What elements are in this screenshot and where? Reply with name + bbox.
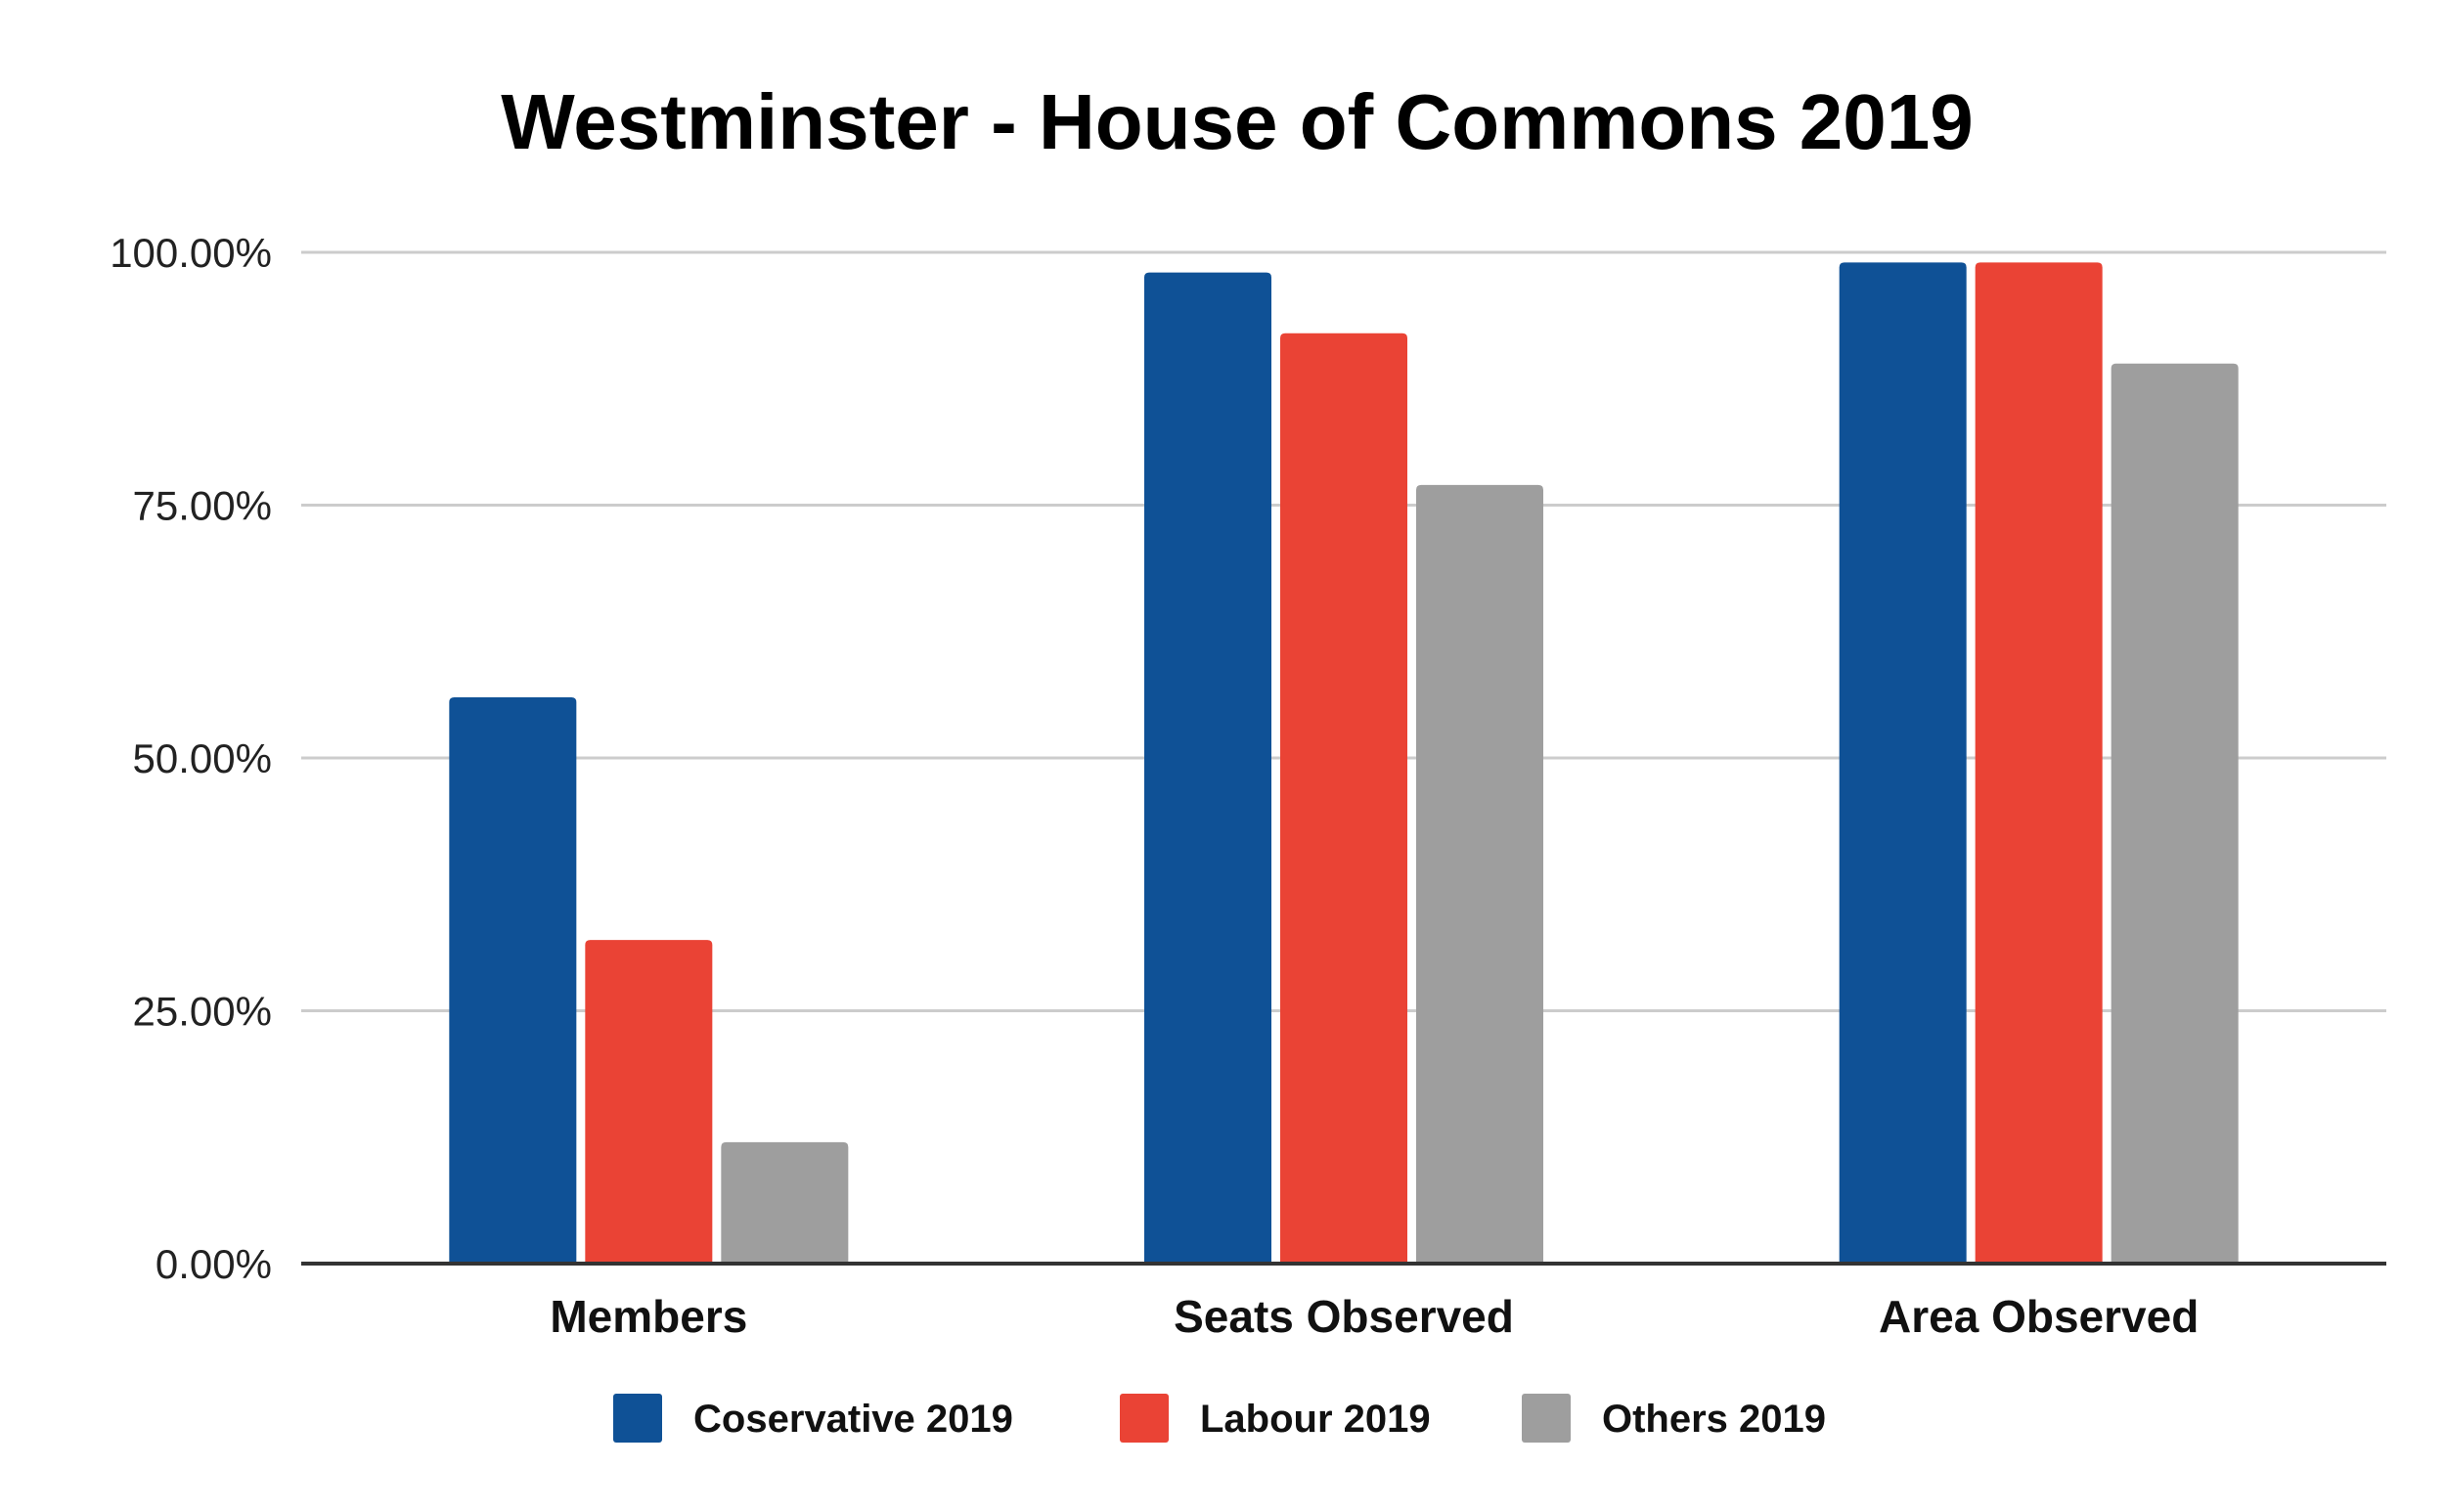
bar (1839, 262, 1967, 1265)
y-tick-label: 25.00% (133, 989, 272, 1035)
legend-label: Coservative 2019 (693, 1398, 1013, 1441)
y-tick-label: 50.00% (133, 735, 272, 781)
bar (1280, 333, 1407, 1265)
y-tick-label: 75.00% (133, 483, 272, 529)
bar (1975, 262, 2103, 1265)
legend: Coservative 2019 Labour 2019 Others 2019 (613, 1394, 1826, 1443)
legend-label: Others 2019 (1602, 1398, 1826, 1441)
x-tick-label: Seats Observed (1174, 1291, 1514, 1342)
legend-swatch (613, 1394, 662, 1443)
legend-label: Labour 2019 (1200, 1398, 1431, 1441)
bar (2111, 363, 2239, 1264)
chart-title: Westminster - House of Commons 2019 (501, 78, 1974, 165)
bar (721, 1141, 849, 1264)
bar (449, 696, 577, 1264)
x-tick-label: Area Observed (1879, 1291, 2199, 1342)
y-tick-label: 100.00% (110, 230, 272, 276)
x-tick-label: Members (550, 1291, 747, 1342)
x-axis-ticks: Members Seats Observed Area Observed (550, 1291, 2199, 1342)
legend-swatch (1120, 1394, 1169, 1443)
legend-swatch (1522, 1394, 1571, 1443)
y-axis-ticks: 0.00% 25.00% 50.00% 75.00% 100.00% (110, 230, 272, 1287)
bar (1144, 272, 1271, 1264)
bar (585, 940, 713, 1264)
y-tick-label: 0.00% (156, 1241, 272, 1287)
bars (449, 262, 2239, 1265)
bar (1416, 484, 1543, 1264)
